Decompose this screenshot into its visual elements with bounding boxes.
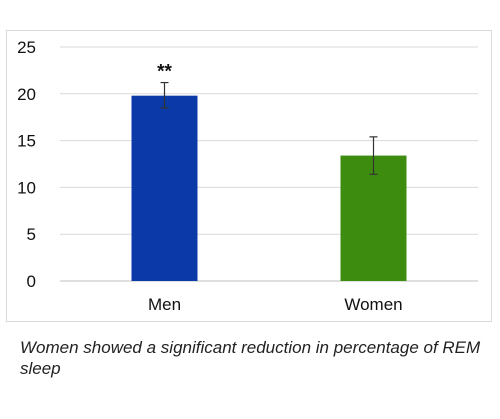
bars (131, 95, 407, 281)
figure-caption: Women showed a significant reduction in … (20, 338, 481, 378)
y-tick-label: 10 (17, 178, 36, 197)
x-category-label: Men (148, 295, 181, 314)
y-tick-label: 25 (17, 38, 36, 57)
bar-women (340, 155, 407, 281)
x-category-label: Women (344, 295, 402, 314)
x-axis-labels: Men Women (148, 295, 403, 314)
chart-frame (6, 30, 492, 322)
y-tick-label: 0 (27, 272, 36, 291)
bar-chart: 0 5 10 15 20 25 ** Men Women (17, 38, 478, 314)
significance-marker: ** (157, 62, 172, 83)
y-tick-label: 20 (17, 85, 36, 104)
y-axis-ticks: 0 5 10 15 20 25 (17, 38, 36, 291)
bar-men (131, 95, 198, 281)
gridlines (60, 46, 478, 282)
error-bars (160, 81, 378, 175)
y-tick-label: 5 (27, 225, 36, 244)
y-tick-label: 15 (17, 132, 36, 151)
significance-annotations: ** (157, 62, 172, 83)
